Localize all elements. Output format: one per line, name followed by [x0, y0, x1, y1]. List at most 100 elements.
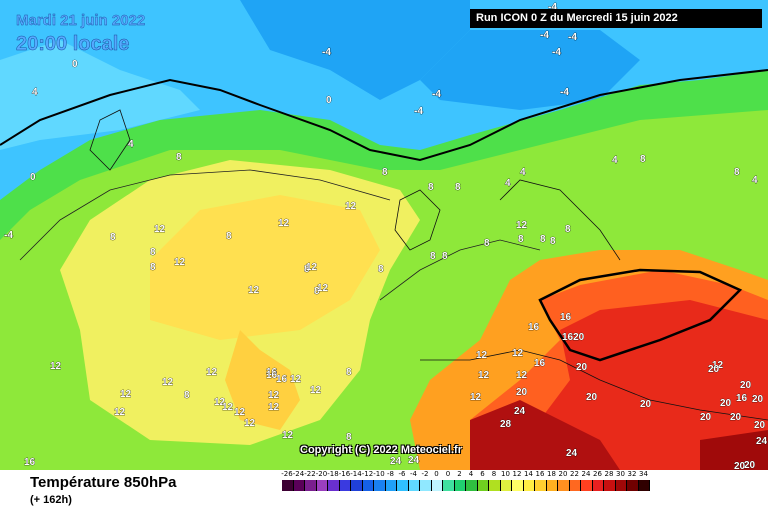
scale-cell [293, 480, 305, 491]
scale-label: 16 [535, 470, 545, 478]
isotherm-value: 20 [576, 362, 588, 373]
isotherm-value: 8 [540, 234, 546, 245]
scale-label: 28 [604, 470, 614, 478]
isotherm-value: 20 [740, 380, 752, 391]
scale-cell [569, 480, 581, 491]
isotherm-0 [0, 69, 768, 162]
isotherm-value: 24 [408, 455, 420, 466]
scale-label: 6 [480, 470, 485, 478]
scale-label: -18 [327, 470, 339, 478]
scale-cell [500, 480, 512, 491]
scale-label: -4 [410, 470, 417, 478]
scale-cell [397, 480, 409, 491]
scale-label: 14 [524, 470, 533, 478]
warm-zone [225, 330, 300, 430]
scale-label: 10 [501, 470, 510, 478]
scale-label: -22 [304, 470, 316, 478]
coastline [394, 189, 441, 251]
isotherm-value: 20 [752, 394, 764, 405]
scale-cell [282, 480, 294, 491]
scale-label: 8 [491, 470, 497, 478]
isotherm-value: 20 [730, 412, 742, 423]
scale-cell [328, 480, 340, 491]
isotherm-value: -4 [552, 47, 561, 58]
isotherm-value: 16 [24, 457, 36, 468]
isotherm-value: 8 [346, 367, 352, 378]
very-hot-zone [700, 430, 768, 470]
isotherm-value: 12 [476, 350, 488, 361]
isotherm-value: 8 [378, 264, 384, 275]
scale-label: 32 [627, 470, 637, 478]
scale-cell [535, 480, 547, 491]
isotherm-value: 20 [516, 387, 528, 398]
isotherm-value: 12 [282, 430, 294, 441]
cold-core [240, 0, 470, 100]
scale-label: -26 [281, 470, 293, 478]
isotherm-value: 20 [586, 392, 598, 403]
isotherm-value: 12 [268, 390, 280, 401]
scale-label: -2 [421, 470, 429, 478]
isotherm-value: 12 [310, 385, 322, 396]
scale-label: -24 [292, 470, 305, 478]
isotherm-value: 8 [430, 251, 436, 262]
scale-cell [443, 480, 455, 491]
isotherm-value: 20 [754, 420, 766, 431]
run-banner: Run ICON 0 Z du Mercredi 15 juin 2022 [470, 9, 762, 28]
isotherm-value: 8 [734, 167, 740, 178]
isotherm-value: -4 [560, 87, 569, 98]
parameter-title: Température 850hPa [30, 474, 177, 491]
scale-cell [408, 480, 420, 491]
scale-label: -12 [361, 470, 374, 478]
isotherm-value: 12 [214, 397, 226, 408]
scale-label: 2 [457, 470, 462, 478]
scale-cell [615, 480, 627, 491]
isotherm-value: 8 [304, 264, 310, 275]
copyright: Copyright (C) 2022 Meteociel.fr [300, 444, 462, 456]
isotherm-value: 16 [560, 312, 572, 323]
isotherm-value: 20 [708, 364, 720, 375]
scale-cell [592, 480, 604, 491]
isotherm-value: 16 [528, 322, 540, 333]
scale-label: 34 [639, 470, 648, 478]
isotherm-value: 20 [720, 398, 732, 409]
scale-cell [316, 480, 328, 491]
isotherm-value: 20 [744, 460, 756, 470]
isotherm-value: 8 [176, 152, 182, 163]
isotherm-value: 12 [478, 370, 490, 381]
isotherm-value: 12 [317, 283, 329, 294]
isotherm-value: 8 [550, 236, 556, 247]
isotherm-value: 12 [114, 407, 126, 418]
coastline [420, 349, 768, 421]
isotherm-value: 20 [640, 399, 652, 410]
scale-cell [362, 480, 374, 491]
scale-cell [466, 480, 478, 491]
isotherm-value: 12 [248, 285, 260, 296]
scale-label: -6 [398, 470, 406, 478]
isotherm-value: -4 [4, 230, 13, 241]
scale-label: -14 [350, 470, 362, 478]
legend-footer: Température 850hPa (+ 162h) -26 -24 -22 -20… [0, 470, 768, 512]
isotherm-value: 4 [505, 178, 511, 189]
isotherm-value: 24 [514, 406, 526, 417]
scale-label: 0 [434, 470, 439, 478]
scale-label: 22 [570, 470, 579, 478]
isotherm-value: -4 [432, 89, 441, 100]
cold-core [420, 30, 640, 110]
isotherm-value: 4 [128, 139, 134, 150]
isotherm-value: 12 [470, 392, 482, 403]
isotherm-value: 12 [120, 389, 132, 400]
scale-cell [339, 480, 351, 491]
isotherm-value: 16 [266, 367, 278, 378]
isotherm-value: 8 [150, 262, 156, 273]
isotherm-value: 12 [345, 201, 357, 212]
isotherm-value: 12 [306, 262, 318, 273]
scale-label: -8 [387, 470, 394, 478]
very-hot-zone [470, 400, 620, 470]
isotherm-value: -4 [568, 32, 577, 43]
isotherm-value: 8 [314, 286, 320, 297]
scale-cell [454, 480, 466, 491]
scale-label: -20 [315, 470, 328, 478]
isotherm-value: 12 [516, 370, 528, 381]
scale-cell [546, 480, 558, 491]
